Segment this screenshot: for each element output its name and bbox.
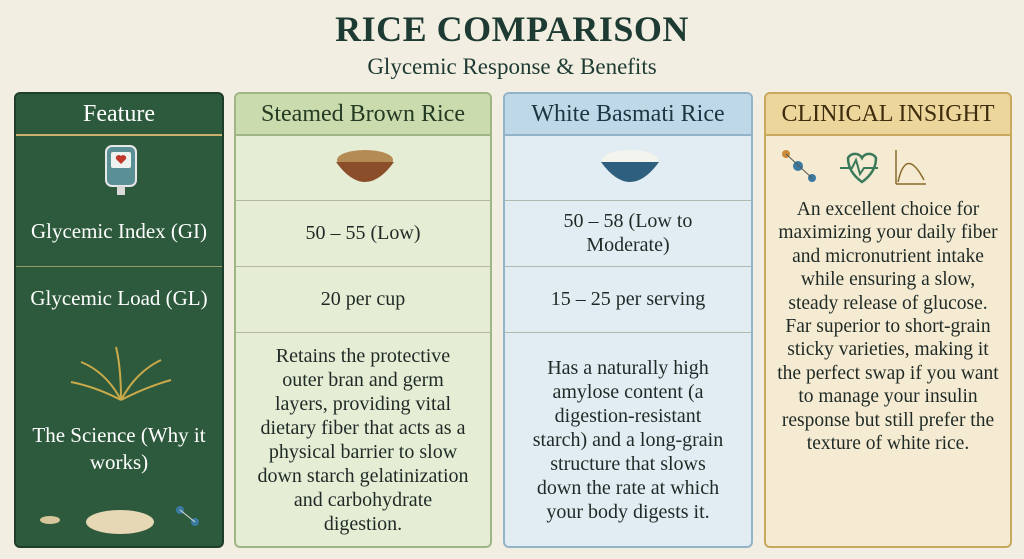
gl-cell: 15 – 25 per serving <box>505 266 751 330</box>
row-label: Glycemic Index (GI) <box>30 219 208 244</box>
grains-icon <box>40 506 199 534</box>
column-header: CLINICAL INSIGHT <box>766 94 1010 136</box>
column-header: Feature <box>16 94 222 136</box>
row-label: The Science (Why it works) <box>32 422 206 474</box>
brown-rice-column: Steamed Brown Rice 50 – 55 (Low) 20 per … <box>234 92 492 548</box>
gi-cell: 50 – 55 (Low) <box>236 200 490 264</box>
insight-column: CLINICAL INSIGHT An excellent choice for… <box>764 92 1012 548</box>
column-header: Steamed Brown Rice <box>236 94 490 136</box>
bowl-icon <box>336 150 394 182</box>
feature-column: Feature Glycemic Index (GI) Glycemic Loa… <box>14 92 224 548</box>
title: RICE COMPARISON <box>335 9 689 49</box>
basmati-column: White Basmati Rice 50 – 58 (Low to Moder… <box>503 92 753 548</box>
bowl-icon <box>601 150 659 182</box>
glucose-meter-icon <box>105 145 137 195</box>
gl-cell: 20 per cup <box>236 266 490 330</box>
column-header: White Basmati Rice <box>505 94 751 136</box>
row-label: Glycemic Load (GL) <box>16 266 222 330</box>
insight-paragraph: Far superior to short-grain sticky varie… <box>777 315 999 454</box>
subtitle: Glycemic Response & Benefits <box>367 54 657 79</box>
science-cell: Has a naturally high amylose content (a … <box>505 332 751 546</box>
insight-text: An excellent choice for maximizing your … <box>774 198 1002 455</box>
science-cell: Retains the protective outer bran and ge… <box>236 332 490 546</box>
rice-plant-icon <box>70 346 172 401</box>
insight-paragraph: An excellent choice for maximizing your … <box>778 199 998 314</box>
gi-cell: 50 – 58 (Low to Moderate) <box>505 200 751 264</box>
insight-icons <box>782 150 926 185</box>
